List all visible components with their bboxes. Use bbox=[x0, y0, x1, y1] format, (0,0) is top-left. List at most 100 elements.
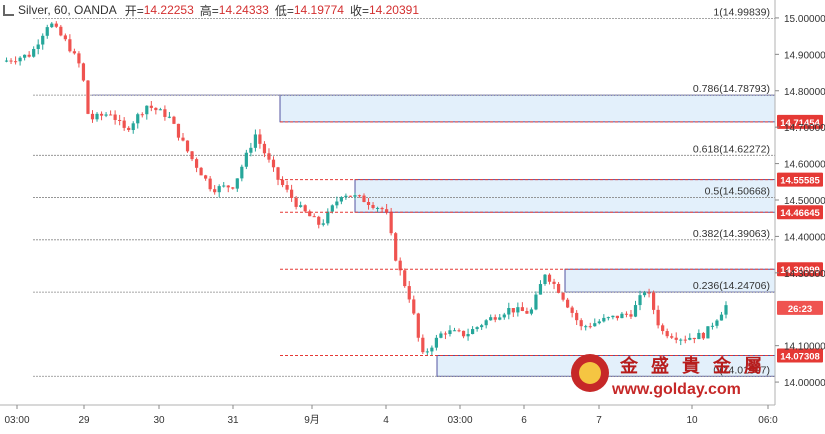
candle-body bbox=[344, 195, 348, 198]
candle-body bbox=[312, 216, 316, 218]
x-tick-label: 7 bbox=[596, 415, 602, 426]
candle-body bbox=[489, 317, 493, 321]
candle-body bbox=[403, 270, 407, 287]
candle-body bbox=[308, 211, 312, 217]
candle-body bbox=[136, 114, 140, 124]
symbol-label: Silver, 60, OANDA bbox=[18, 3, 117, 17]
candle-body bbox=[520, 307, 524, 312]
y-tick-label: 14.50000 bbox=[784, 196, 825, 207]
candle-body bbox=[475, 327, 479, 330]
candle-body bbox=[502, 314, 506, 318]
candle-body bbox=[23, 54, 27, 58]
candle-body bbox=[280, 179, 285, 186]
price-tag-label: 14.46645 bbox=[780, 208, 820, 219]
x-tick-label: 29 bbox=[78, 415, 90, 426]
candle-body bbox=[140, 114, 144, 116]
price-tag bbox=[777, 114, 823, 129]
watermark-char: 金 bbox=[619, 355, 639, 377]
candle-body bbox=[72, 51, 76, 54]
candle-body bbox=[339, 197, 343, 202]
candle-body bbox=[412, 299, 416, 314]
y-tick-label: 14.30000 bbox=[784, 269, 825, 280]
candle-body bbox=[271, 159, 276, 168]
close-label: 收= bbox=[349, 3, 369, 18]
candle-body bbox=[253, 134, 257, 148]
candle-body bbox=[294, 197, 298, 207]
price-tag-label: 26:23 bbox=[788, 304, 812, 315]
candle-body bbox=[652, 292, 656, 310]
candle-body bbox=[706, 326, 710, 339]
watermark-char: 金 bbox=[712, 355, 732, 377]
candle-body bbox=[575, 312, 579, 321]
candle-body bbox=[353, 195, 357, 197]
candle-body bbox=[371, 204, 375, 208]
candle-body bbox=[181, 137, 185, 141]
candle-body bbox=[588, 326, 592, 328]
candle-body bbox=[213, 189, 217, 193]
candle-body bbox=[624, 313, 629, 315]
candle-body bbox=[335, 201, 339, 206]
candle-body bbox=[584, 326, 588, 328]
x-tick-label: 6 bbox=[521, 415, 527, 426]
candle-body bbox=[611, 315, 615, 318]
candle-body bbox=[59, 26, 63, 36]
candle-body bbox=[434, 337, 438, 348]
candle-body bbox=[484, 320, 488, 326]
candle-body bbox=[118, 119, 122, 121]
candle-body bbox=[674, 337, 678, 340]
candle-body bbox=[629, 314, 633, 317]
candle-body bbox=[615, 315, 619, 319]
candle-body bbox=[656, 309, 660, 326]
candle-body bbox=[109, 114, 113, 116]
x-tick-label: 10 bbox=[686, 415, 698, 426]
candle-body bbox=[32, 48, 36, 57]
candle-body bbox=[50, 23, 54, 28]
candle-body bbox=[176, 123, 181, 138]
collapse-icon[interactable] bbox=[3, 4, 14, 16]
fib-layer: 1(14.99839) 0.786(14.78793) 0.618(14.62272… bbox=[33, 7, 775, 377]
candle-body bbox=[357, 195, 362, 197]
candle-body bbox=[407, 286, 411, 300]
candle-body bbox=[27, 54, 31, 57]
candle-body bbox=[321, 223, 325, 225]
candle-body bbox=[697, 332, 701, 340]
candle-body bbox=[566, 299, 570, 308]
price-tag bbox=[777, 300, 823, 315]
candle-body bbox=[4, 60, 9, 62]
candle-body bbox=[204, 175, 208, 179]
candle-body bbox=[398, 260, 402, 271]
candle-body bbox=[620, 313, 624, 319]
candle-body bbox=[507, 308, 511, 315]
candle-body bbox=[380, 207, 384, 210]
candle-body bbox=[258, 134, 262, 144]
candle-body bbox=[724, 305, 728, 315]
candle-body bbox=[593, 323, 597, 327]
zones-layer bbox=[92, 94, 776, 377]
candle-body bbox=[244, 152, 248, 167]
candle-body bbox=[719, 314, 724, 321]
candle-body bbox=[276, 167, 280, 180]
x-tick-label: 4 bbox=[383, 415, 389, 426]
candle-body bbox=[647, 292, 651, 294]
y-tick-label: 14.70000 bbox=[784, 123, 825, 134]
candle-body bbox=[688, 337, 692, 340]
x-tick-label: 31 bbox=[227, 415, 239, 426]
candle-body bbox=[199, 167, 203, 176]
chart-header: Silver, 60, OANDA 开= 14.22253 高= 14.2433… bbox=[0, 0, 600, 20]
fib-label: 0.786(14.78793) bbox=[693, 83, 770, 95]
candle-body bbox=[77, 53, 81, 64]
watermark: 金盛貴金屬www.golday.com bbox=[571, 354, 762, 398]
y-tick-label: 14.80000 bbox=[784, 87, 825, 98]
candle-body bbox=[511, 308, 515, 313]
close-value: 14.20391 bbox=[368, 3, 420, 17]
candle-body bbox=[701, 332, 705, 339]
candle-body bbox=[692, 337, 696, 340]
price-tag bbox=[777, 172, 823, 187]
candle-body bbox=[579, 320, 583, 327]
candle-body bbox=[366, 202, 371, 205]
open-label: 开= bbox=[124, 3, 144, 18]
candle-body bbox=[516, 307, 520, 313]
watermark-url: www.golday.com bbox=[611, 381, 741, 398]
x-tick-label: 30 bbox=[153, 415, 165, 426]
